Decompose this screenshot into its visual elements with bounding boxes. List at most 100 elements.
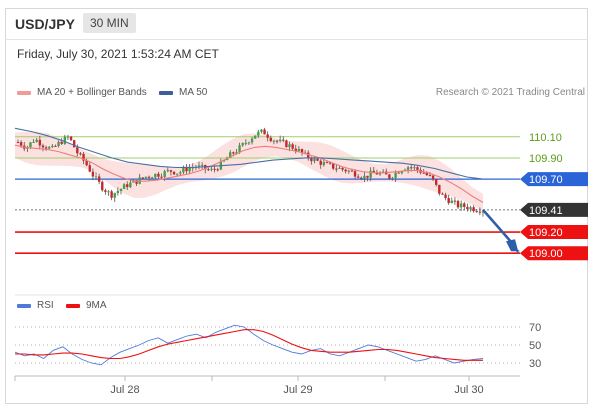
candle-body-74 [247,142,251,144]
pair-title: USD/JPY [15,16,75,32]
candle-body-64 [216,169,219,171]
candle-body-17 [69,136,73,141]
candle-body-73 [244,142,248,144]
candle-body-13 [57,141,60,146]
candle-body-136 [441,193,444,195]
candle-body-96 [316,158,319,161]
level-tag-5 [520,246,588,261]
candle-body-7 [38,139,42,146]
candle-body-6 [35,139,38,142]
candle-body-21 [82,153,85,161]
level-tag-2 [520,172,588,187]
forecast-arrow-tip [506,239,519,255]
candle-body-33 [119,188,123,191]
candle-body-70 [235,152,238,154]
candle-body-29 [107,191,110,193]
legend-bollinger-swatch [17,90,31,95]
candle-body-147 [475,211,478,213]
candle-body-111 [363,175,366,179]
candle-body-47 [163,171,166,177]
candle-body-80 [266,134,269,138]
timeframe-badge[interactable]: 30 MIN [83,13,136,33]
candle-body-125 [406,167,410,170]
candle-body-42 [147,176,151,178]
candle-body-117 [381,171,385,173]
candle-body-119 [388,174,391,179]
candle-body-120 [391,177,394,179]
candle-body-15 [63,136,67,144]
candle-body-52 [179,172,182,174]
rsi-ma-line [15,329,483,361]
candle-body-109 [356,176,360,178]
candle-body-55 [188,167,191,172]
candle-body-61 [207,169,210,171]
candle-body-49 [169,170,173,172]
candle-body-122 [397,172,400,174]
candle-body-36 [129,182,132,188]
candle-body-31 [113,193,116,198]
legend-rsi-ma-label: 9MA [86,300,107,311]
x-tick-label-0: Jul 28 [110,384,139,396]
candle-body-53 [182,167,185,173]
candle-body-71 [238,145,241,153]
candle-body-140 [453,200,457,202]
candle-body-0 [16,142,20,144]
candle-body-121 [394,172,397,178]
candle-body-107 [350,170,354,172]
candle-body-38 [135,180,138,184]
candle-body-104 [341,167,344,170]
candle-body-84 [278,139,282,141]
candle-body-90 [297,149,301,152]
candle-body-135 [438,184,441,194]
candle-body-58 [197,165,201,168]
level-tag-3 [520,202,588,217]
x-tick-label-2: Jul 30 [454,384,483,396]
candle-body-51 [175,173,179,175]
chart-header: USD/JPY 30 MIN [5,8,588,40]
candle-body-69 [232,152,235,154]
legend-ma50-label: MA 50 [179,87,208,98]
candle-body-85 [282,139,285,141]
candle-body-145 [469,207,472,210]
candle-body-105 [344,169,347,172]
candle-body-123 [400,171,404,174]
legend-rsi: RSI [17,300,54,311]
candle-body-25 [94,176,98,178]
candle-body-106 [347,170,351,172]
candle-body-138 [447,198,450,204]
candle-body-137 [444,194,447,199]
candle-body-126 [410,167,413,169]
candle-body-35 [126,184,129,188]
candle-body-89 [294,148,297,152]
candle-body-94 [310,158,313,162]
legend-rsi-ma-swatch [66,303,80,308]
candle-body-76 [253,135,257,139]
candle-body-50 [172,171,176,175]
candle-body-66 [222,160,226,162]
candle-body-63 [213,168,216,170]
candle-body-144 [466,206,469,210]
level-label-0: 110.10 [529,132,562,144]
candle-body-39 [138,177,141,184]
candle-body-87 [288,144,291,148]
candle-body-81 [269,137,272,142]
candle-body-130 [422,172,425,174]
candle-body-114 [372,170,375,173]
level-label-3: 109.41 [529,205,563,217]
candle-body-128 [416,167,419,170]
candle-body-97 [319,160,322,165]
candle-body-46 [160,176,163,178]
candle-body-132 [428,175,432,177]
candle-body-116 [378,172,382,175]
candle-body-72 [241,143,244,146]
level-label-2: 109.70 [529,174,563,186]
rsi-tick-0: 70 [529,322,541,334]
candle-body-88 [291,144,294,149]
level-label-1: 109.90 [529,153,563,165]
candle-body-75 [250,138,254,143]
level-tag-4 [520,225,588,240]
candle-body-11 [51,145,54,148]
candle-body-1 [19,142,23,146]
candle-body-100 [328,162,332,164]
level-label-4: 109.20 [529,227,563,239]
